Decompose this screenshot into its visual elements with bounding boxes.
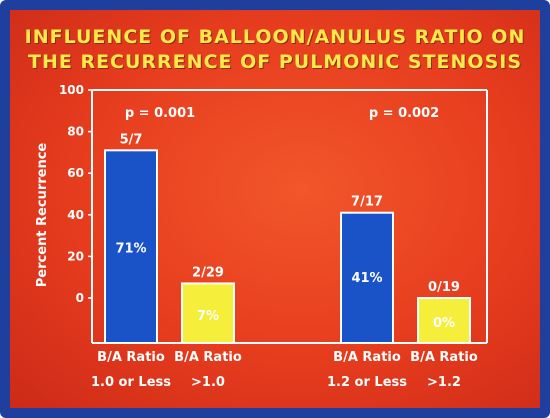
y-tick-label: 100 bbox=[59, 83, 84, 97]
bar-value-label: 7% bbox=[197, 309, 219, 324]
y-tick-label: 0 bbox=[76, 291, 84, 305]
bar-value-label: 71% bbox=[115, 241, 146, 256]
x-category-label-line1: B/A Ratio bbox=[410, 350, 478, 365]
bar-count-label: 5/7 bbox=[120, 132, 143, 147]
p-value-annotation: p = 0.001 bbox=[125, 106, 195, 121]
y-axis-label: Percent Recurrence bbox=[35, 143, 50, 288]
x-category-label-line1: B/A Ratio bbox=[333, 350, 401, 365]
y-tick-label: 40 bbox=[67, 208, 84, 222]
chart-axes: 0 20 40 60 80 100 Percent Recurrence bbox=[35, 83, 488, 344]
bar-value-label: 41% bbox=[351, 271, 382, 286]
bar-count-label: 7/17 bbox=[351, 195, 383, 210]
p-value-annotation: p = 0.002 bbox=[369, 106, 439, 121]
x-category-label-line2: 1.2 or Less bbox=[327, 375, 407, 390]
bar-count-label: 0/19 bbox=[428, 280, 460, 295]
bar bbox=[104, 149, 158, 344]
x-category-label-line1: B/A Ratio bbox=[97, 350, 165, 365]
bar-value-label: 0% bbox=[433, 316, 455, 331]
chart-title-line-1: INFLUENCE OF BALLOON/ANULUS RATIO ON bbox=[24, 26, 526, 48]
x-category-label-line2: >1.2 bbox=[427, 375, 461, 390]
x-category-label-line2: >1.0 bbox=[191, 375, 225, 390]
bar bbox=[417, 297, 471, 344]
y-tick-label: 20 bbox=[67, 249, 84, 263]
x-category-label-line2: 1.0 or Less bbox=[91, 375, 171, 390]
y-tick-label: 60 bbox=[67, 166, 84, 180]
y-tick-label: 80 bbox=[67, 125, 84, 139]
bar bbox=[340, 211, 394, 344]
chart-bars: 71% 7% 41% 0% bbox=[104, 149, 471, 345]
bar bbox=[181, 282, 235, 345]
chart-title-line-2: THE RECURRENCE OF PULMONIC STENOSIS bbox=[27, 51, 523, 73]
bar-count-label: 2/29 bbox=[192, 265, 224, 280]
x-category-label-line1: B/A Ratio bbox=[174, 350, 242, 365]
